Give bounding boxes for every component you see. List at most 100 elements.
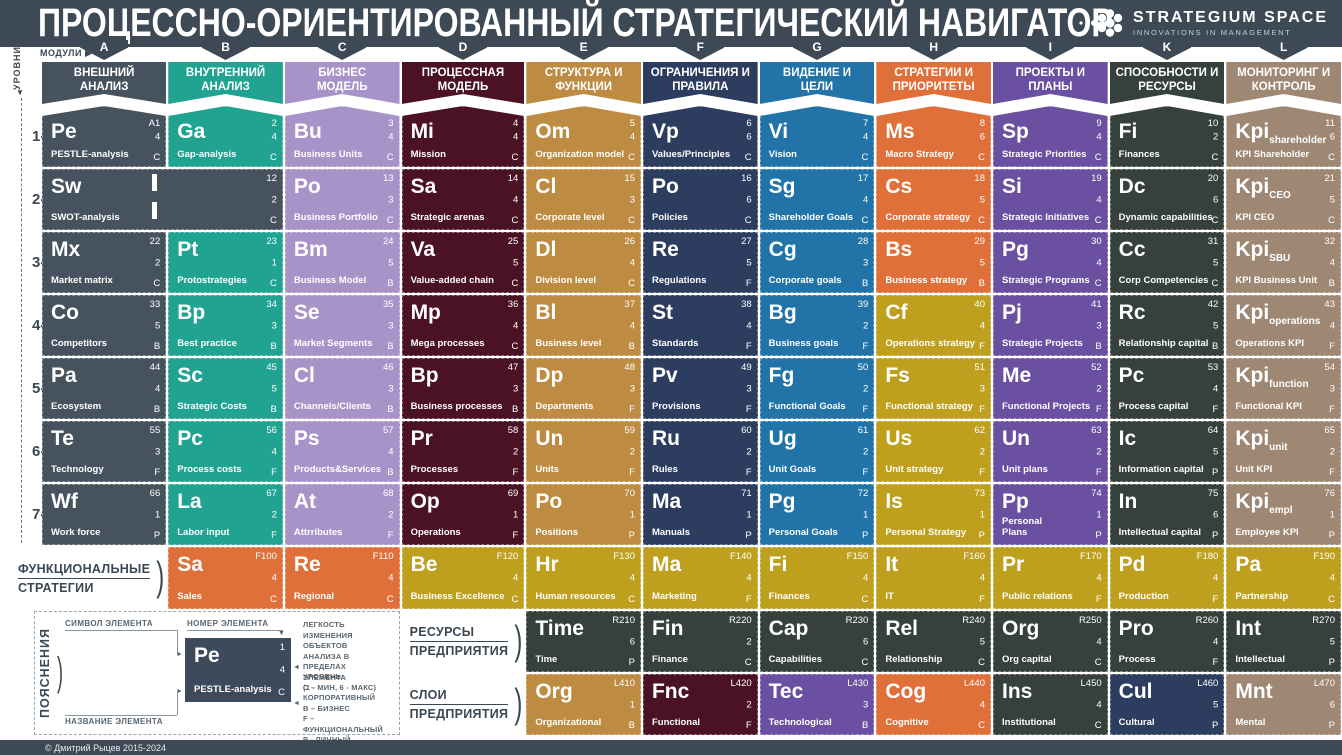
ease-score: 2: [271, 509, 277, 520]
ease-score: 3: [513, 383, 519, 394]
ease-score: 3: [746, 383, 752, 394]
element-name: Unit Goals: [768, 464, 817, 476]
element-symbol-subscript: empl: [1269, 505, 1293, 517]
element-symbol: Fg: [769, 365, 795, 386]
level-letter: F: [1329, 341, 1335, 352]
level-letter: P: [1211, 720, 1219, 731]
element-name: Functional KPI: [1235, 401, 1302, 413]
element-number: 36: [507, 299, 519, 310]
element-number: 7: [863, 118, 869, 129]
ease-score: 2: [746, 699, 752, 710]
element-symbol: Ps: [294, 428, 320, 449]
level-letter: C: [511, 152, 519, 163]
element-symbol-text: Bl: [535, 301, 557, 324]
element-cell-R260: Pro Process R260 4 F: [1109, 611, 1225, 672]
element-number: 45: [266, 362, 277, 373]
level-letter: F: [1212, 404, 1219, 415]
ease-score: 2: [271, 194, 277, 205]
element-name: PESTLE-analysis: [194, 684, 272, 696]
level-letter: C: [978, 215, 985, 226]
element-number: 12: [266, 173, 277, 184]
element-symbol: Vp: [652, 121, 679, 142]
element-symbol-text: In: [1118, 490, 1138, 513]
element-symbol: Bp: [177, 302, 205, 323]
level-letter: P: [153, 530, 161, 541]
element-name: Unit strategy: [885, 464, 944, 476]
element-number: 5: [629, 118, 635, 129]
level-letter: F: [629, 404, 635, 415]
level-letter: C: [1094, 215, 1102, 226]
level-letter: C: [1211, 215, 1219, 226]
element-cell-27: Re Regulations 27 5 F: [642, 232, 758, 293]
ease-score: 3: [154, 446, 161, 457]
element-symbol: Po: [652, 176, 679, 197]
element-cell-L420: Fnc Functional L420 2 F: [642, 674, 758, 735]
column-header-B: ВНУТРЕННИЙ АНАЛИЗ: [168, 62, 283, 104]
element-number: 16: [741, 173, 752, 184]
element-number: 53: [1207, 362, 1219, 373]
element-symbol-text: Bg: [768, 301, 797, 324]
element-cell-13: Po Business Portfolio 13 3 C: [284, 169, 400, 230]
level-letter: C: [1328, 152, 1335, 163]
element-symbol: Hr: [535, 554, 558, 575]
column-header-E: СТРУКТУРА И ФУНКЦИИ: [526, 62, 641, 104]
element-cell-56: Pc Process costs 56 4 F: [168, 421, 283, 482]
level-letter: C: [1211, 278, 1219, 289]
element-name: Business level: [535, 338, 602, 350]
level-letter: B: [1095, 341, 1102, 352]
element-symbol: Mx: [51, 239, 80, 260]
level-letter: F: [745, 341, 752, 352]
element-cell-16: Po Policies 16 6 C: [642, 169, 758, 230]
element-symbol: Pe: [51, 121, 77, 142]
legend-line: [187, 630, 283, 631]
element-name: Ecosystem: [51, 401, 102, 413]
element-name: Business Model: [293, 275, 367, 287]
level-number-text: 7: [32, 506, 45, 523]
element-name: KPI Business Unit: [1235, 275, 1318, 287]
element-symbol-text: St: [651, 301, 673, 324]
element-symbol-text: Ms: [885, 120, 915, 143]
element-symbol: Pc: [1119, 365, 1145, 386]
element-symbol-text: Co: [51, 301, 79, 324]
element-name: Cultural: [1118, 717, 1155, 729]
legend-symbol-label: СИМВОЛ ЭЛЕМЕНТА: [65, 619, 153, 628]
element-number: 76: [1324, 488, 1335, 499]
element-cell-52: Me Functional Projects 52 2 F: [992, 358, 1108, 419]
element-name: Finances: [768, 591, 810, 603]
element-cell-67: La Labor input 67 2 F: [168, 484, 283, 545]
functional-label-line2: СТРАТЕГИИ: [18, 580, 94, 595]
ease-score: 3: [388, 320, 394, 331]
merge-mark: [151, 202, 157, 219]
element-symbol: KpiCEO: [1235, 176, 1291, 201]
element-cell-76: Kpiempl Employee KPI 76 1 P: [1226, 484, 1341, 545]
element-cell-37: Bl Business level 37 4 B: [526, 295, 641, 356]
level-letter: C: [1094, 152, 1102, 163]
element-symbol: Ma: [652, 491, 681, 512]
element-cell-9: Sp Strategic Priorities 9 4 C: [992, 106, 1108, 167]
element-number: 54: [1324, 362, 1335, 373]
element-name: Units: [535, 464, 560, 476]
ease-score: 4: [388, 131, 394, 142]
module-tab-H: H: [909, 40, 958, 60]
element-number: R270: [1312, 615, 1335, 626]
functional-brace: [156, 554, 164, 602]
level-letter: B: [387, 467, 394, 478]
level-letter: B: [511, 404, 519, 415]
element-number: 62: [974, 425, 985, 436]
element-cell-65: Kpiunit Unit KPI 65 2 F: [1226, 421, 1341, 482]
element-cell-71: Ma Manuals 71 1 P: [642, 484, 758, 545]
element-cell-35: Se Market Segments 35 3 B: [284, 295, 400, 356]
level-letter: B: [861, 278, 869, 289]
element-cell-14: Sa Strategic arenas 14 4 C: [401, 169, 525, 230]
ease-score: 4: [979, 572, 985, 584]
element-name: Protostrategies: [177, 275, 247, 287]
element-name: Corporate strategy: [885, 212, 971, 224]
element-symbol-text: Vi: [768, 120, 789, 143]
element-symbol-text: Hr: [535, 553, 559, 576]
element-cell-F110: Re Regional F110 4 C: [284, 547, 400, 609]
element-cell-73: Is Personal Strategy 73 1 P: [876, 484, 991, 545]
element-symbol-text: Sw: [51, 175, 82, 198]
element-number: 55: [149, 425, 161, 436]
resources-label-line1: РЕСУРСЫ: [409, 625, 509, 642]
element-number: 41: [1091, 299, 1102, 310]
